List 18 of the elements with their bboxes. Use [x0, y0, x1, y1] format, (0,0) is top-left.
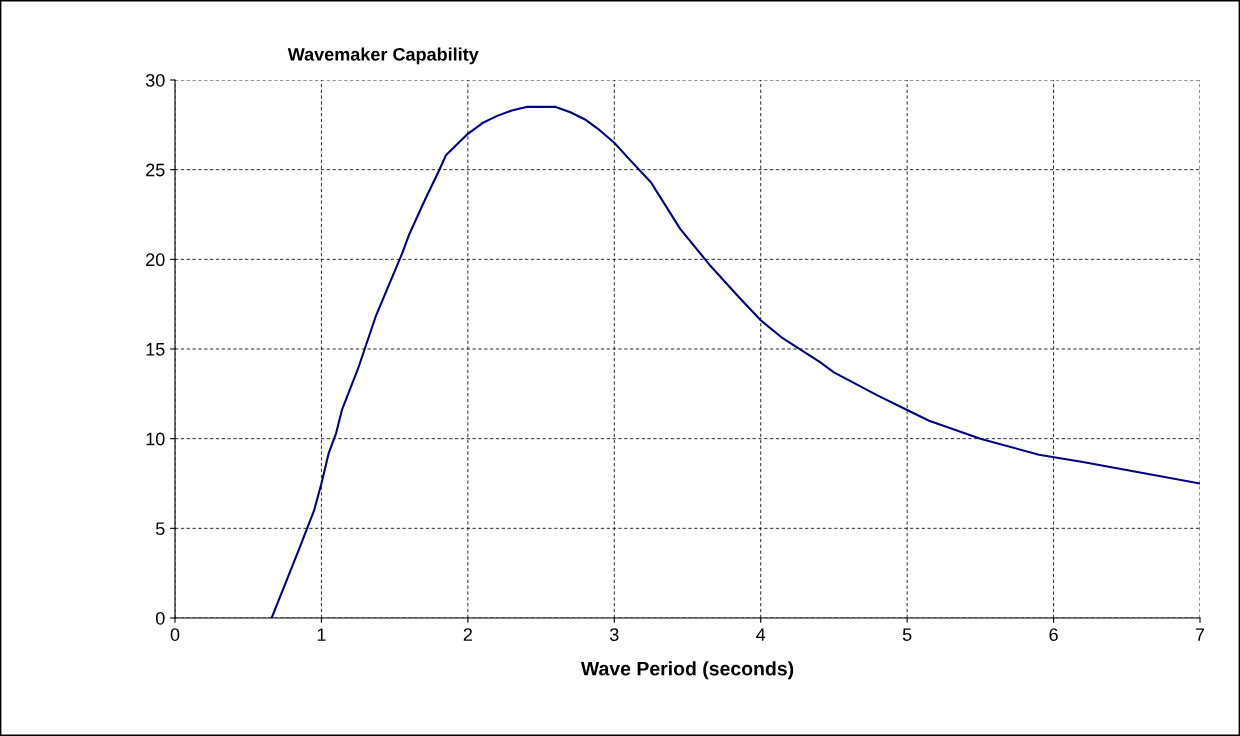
x-tick-label: 6 [1049, 628, 1058, 641]
x-tick-label: 4 [756, 628, 766, 641]
y-tick-label: 30 [145, 73, 165, 87]
x-tick-label: 1 [317, 628, 326, 641]
x-tick-label: 7 [1195, 628, 1205, 641]
line-series [270, 105, 1200, 618]
y-tick-label: 10 [146, 432, 165, 446]
x-axis-title: Wave Period (seconds) [580, 661, 794, 680]
y-tick-label: 0 [155, 611, 165, 625]
y-tick-label: 25 [146, 163, 165, 177]
x-tick-label: 5 [902, 628, 912, 641]
x-tick-label: 2 [463, 628, 472, 641]
chart-title: Wavemaker Capability [287, 47, 479, 65]
y-tick-label: 20 [146, 253, 165, 267]
y-tick-label: 15 [146, 343, 165, 356]
y-tick-label: 5 [155, 522, 165, 536]
x-tick-label: 3 [609, 628, 619, 641]
x-tick-label: 0 [170, 628, 180, 641]
